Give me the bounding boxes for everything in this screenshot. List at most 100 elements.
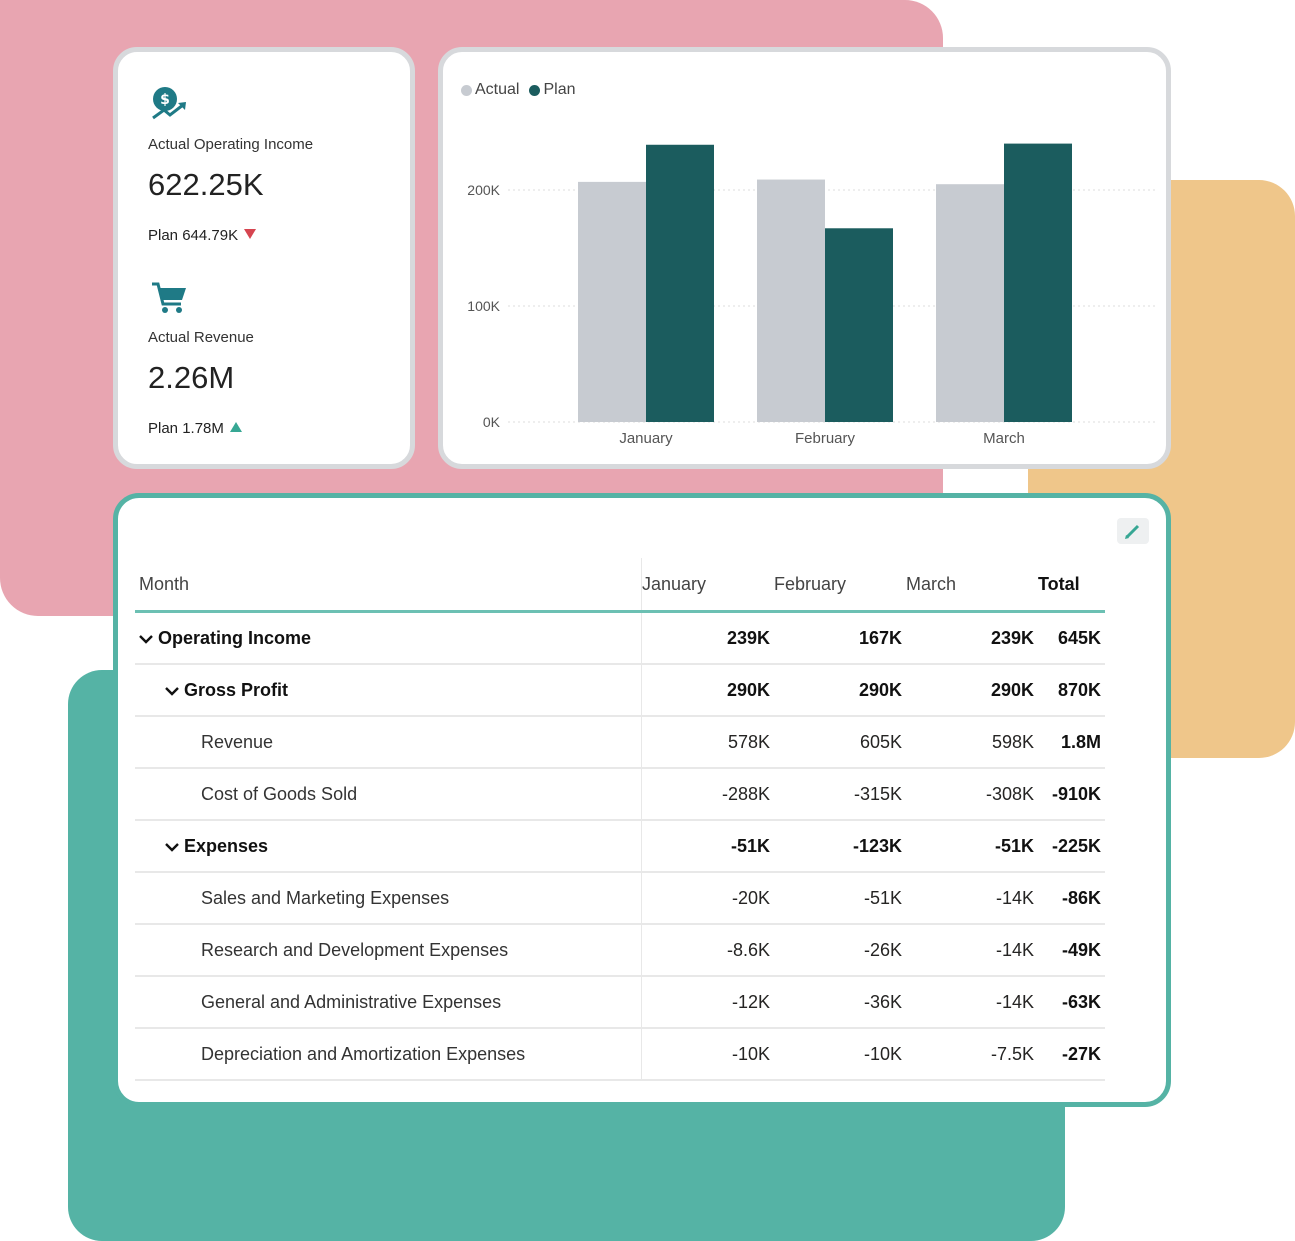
row-label-text: Gross Profit	[184, 679, 289, 700]
column-header-march[interactable]: March	[906, 558, 1038, 613]
table-row[interactable]: Expenses -51K -123K -51K -225K	[135, 820, 1105, 873]
row-label-text: Depreciation and Amortization Expenses	[201, 1043, 526, 1064]
kpi-plan-text: Plan 1.78M	[148, 420, 224, 437]
table-row[interactable]: Operating Income 239K 167K 239K 645K	[135, 611, 1105, 665]
kpi-label: Actual Revenue	[148, 329, 254, 346]
bar-chart: 0K 100K 200K January February March	[467, 143, 1155, 447]
kpi-card: $ Actual Operating Income 622.25K Plan 6…	[113, 47, 415, 469]
bar-plan[interactable]	[825, 228, 893, 422]
value-cell: -36K	[774, 976, 906, 1029]
table-row[interactable]: Research and Development Expenses -8.6K -2…	[135, 924, 1105, 977]
row-label: Expenses	[135, 820, 642, 873]
value-cell: 290K	[906, 664, 1038, 717]
row-label-text: Research and Development Expenses	[201, 939, 509, 960]
value-cell: 578K	[641, 716, 774, 769]
value-cell: -288K	[641, 768, 774, 821]
edit-button[interactable]	[1117, 518, 1149, 544]
x-tick-label: January	[619, 430, 673, 447]
total-cell: -910K	[1038, 768, 1105, 821]
total-cell: -86K	[1038, 872, 1105, 925]
value-cell: 605K	[774, 716, 906, 769]
value-cell: -315K	[774, 768, 906, 821]
value-cell: -26K	[774, 924, 906, 977]
row-label-text: General and Administrative Expenses	[201, 991, 502, 1012]
chevron-down-icon[interactable]	[139, 628, 153, 649]
value-cell: -8.6K	[641, 924, 774, 977]
shopping-cart-icon	[150, 278, 190, 318]
matrix-card: Month January February March Total Opera…	[113, 493, 1171, 1107]
column-header-february[interactable]: February	[774, 558, 906, 613]
column-header-january[interactable]: January	[641, 558, 774, 613]
x-tick-label: March	[983, 430, 1025, 447]
value-cell: -14K	[906, 976, 1038, 1029]
value-cell: -12K	[641, 976, 774, 1029]
row-label: Revenue	[135, 716, 642, 769]
column-header-total[interactable]: Total	[1038, 558, 1105, 613]
legend-dot	[529, 84, 541, 96]
row-label: Sales and Marketing Expenses	[135, 872, 642, 925]
value-cell: -7.5K	[906, 1028, 1038, 1081]
y-tick-label: 100K	[467, 298, 500, 314]
row-label: Gross Profit	[135, 664, 642, 717]
kpi-plan-text: Plan 644.79K	[148, 227, 239, 244]
row-label-text: Expenses	[184, 835, 269, 856]
row-label-text: Operating Income	[158, 627, 312, 648]
legend-label: Actual	[475, 81, 520, 98]
table-row[interactable]: General and Administrative Expenses -12K -…	[135, 976, 1105, 1029]
row-label-text: Revenue	[201, 731, 274, 752]
chevron-down-icon[interactable]	[165, 836, 179, 857]
value-cell: -14K	[906, 924, 1038, 977]
chevron-down-icon[interactable]	[165, 680, 179, 701]
row-label: Research and Development Expenses	[135, 924, 642, 977]
value-cell: -51K	[906, 820, 1038, 873]
total-cell: -63K	[1038, 976, 1105, 1029]
table-row[interactable]: Depreciation and Amortization Expenses -1…	[135, 1028, 1105, 1081]
table-row[interactable]: Revenue 578K 605K 598K 1.8M	[135, 716, 1105, 769]
value-cell: 290K	[774, 664, 906, 717]
svg-text:$: $	[160, 92, 170, 108]
table-row[interactable]: Gross Profit 290K 290K 290K 870K	[135, 664, 1105, 717]
bar-plan[interactable]	[646, 144, 714, 422]
kpi-label: Actual Operating Income	[148, 136, 314, 153]
bar-actual[interactable]	[757, 179, 825, 422]
row-label: Operating Income	[135, 611, 642, 665]
total-cell: 1.8M	[1038, 716, 1105, 769]
legend-item-actual[interactable]: Actual	[461, 81, 519, 99]
value-cell: -308K	[906, 768, 1038, 821]
trend-down-icon	[244, 229, 257, 239]
row-label: Cost of Goods Sold	[135, 768, 642, 821]
value-cell: 239K	[641, 611, 774, 665]
value-cell: -10K	[774, 1028, 906, 1081]
value-cell: -10K	[641, 1028, 774, 1081]
legend-item-plan[interactable]: Plan	[529, 81, 576, 99]
kpi-plan: Plan 644.79K	[148, 227, 257, 244]
row-label-text: Cost of Goods Sold	[201, 783, 358, 804]
header-row: Month January February March Total	[135, 558, 1105, 613]
trend-up-icon	[229, 422, 242, 432]
value-cell: 290K	[641, 664, 774, 717]
matrix-table: Month January February March Total Opera…	[135, 558, 1105, 1081]
total-cell: 645K	[1038, 611, 1105, 665]
table-row[interactable]: Cost of Goods Sold -288K -315K -308K -910K	[135, 768, 1105, 821]
value-cell: -51K	[774, 872, 906, 925]
legend-dot	[461, 84, 472, 96]
column-header-month[interactable]: Month	[135, 558, 642, 613]
table-row[interactable]: Sales and Marketing Expenses -20K -51K -14K…	[135, 872, 1105, 925]
kpi-plan: Plan 1.78M	[148, 420, 242, 437]
row-label-text: Sales and Marketing Expenses	[201, 887, 450, 908]
kpi-value: 2.26M	[148, 360, 235, 395]
bar-actual[interactable]	[578, 181, 646, 422]
bar-plan[interactable]	[1004, 143, 1072, 422]
value-cell: 598K	[906, 716, 1038, 769]
value-cell: -20K	[641, 872, 774, 925]
total-cell: 870K	[1038, 664, 1105, 717]
row-label: General and Administrative Expenses	[135, 976, 642, 1029]
x-tick-label: February	[795, 430, 856, 447]
total-cell: -27K	[1038, 1028, 1105, 1081]
legend-label: Plan	[543, 81, 576, 98]
value-cell: -51K	[641, 820, 774, 873]
money-growth-icon: $	[150, 84, 190, 124]
pencil-icon	[1125, 524, 1140, 539]
chart-card: Actual Plan 0K 100K 200K January February Mar…	[438, 47, 1171, 469]
bar-actual[interactable]	[936, 184, 1004, 422]
